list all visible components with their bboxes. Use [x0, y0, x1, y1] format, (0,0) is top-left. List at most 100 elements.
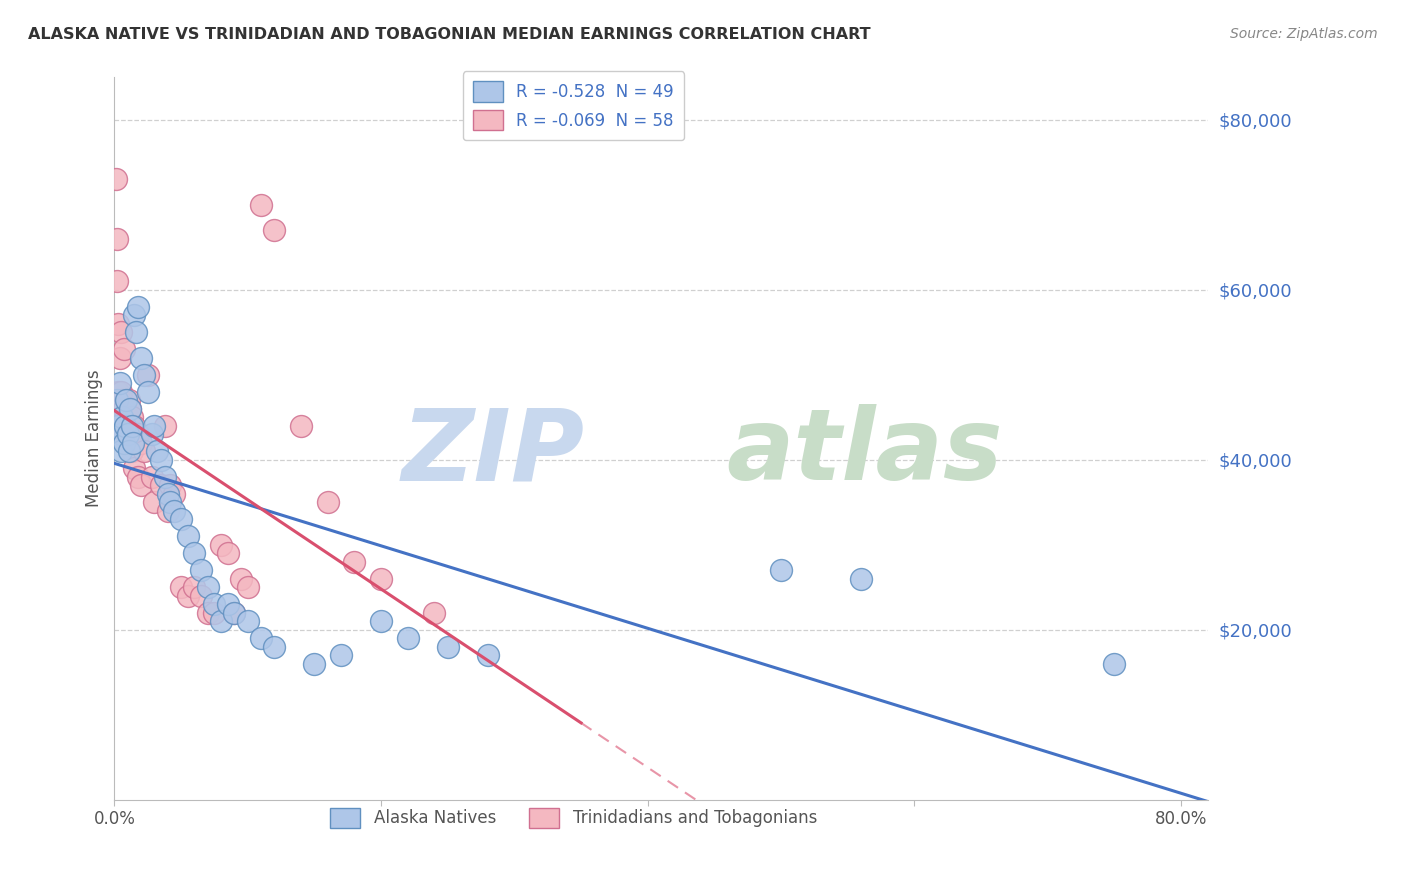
Point: [197, 606, 219, 620]
Point: [129, 478, 152, 492]
Point: [423, 606, 446, 620]
Point: [156, 504, 179, 518]
Point: [105, 393, 128, 408]
Point: [114, 418, 136, 433]
Point: [190, 589, 212, 603]
Point: [107, 418, 129, 433]
Point: [170, 512, 193, 526]
Point: [104, 172, 127, 186]
Point: [136, 368, 159, 382]
Point: [107, 317, 129, 331]
Point: [129, 435, 152, 450]
Point: [1104, 657, 1126, 671]
Point: [217, 597, 239, 611]
Point: [217, 546, 239, 560]
Point: [202, 597, 225, 611]
Point: [132, 368, 155, 382]
Point: [124, 418, 146, 433]
Point: [190, 563, 212, 577]
Point: [107, 384, 129, 399]
Point: [143, 495, 166, 509]
Point: [124, 308, 146, 322]
Point: [114, 410, 136, 425]
Point: [263, 223, 285, 237]
Point: [120, 401, 142, 416]
Point: [136, 384, 159, 399]
Point: [112, 343, 135, 357]
Point: [108, 351, 131, 365]
Point: [129, 351, 152, 365]
Y-axis label: Median Earnings: Median Earnings: [86, 369, 103, 508]
Point: [108, 376, 131, 391]
Point: [304, 657, 326, 671]
Point: [236, 580, 259, 594]
Point: [290, 418, 312, 433]
Point: [209, 614, 232, 628]
Legend: Alaska Natives, Trinidadians and Tobagonians: Alaska Natives, Trinidadians and Tobagon…: [323, 801, 824, 835]
Point: [115, 410, 138, 425]
Point: [316, 495, 339, 509]
Point: [117, 427, 139, 442]
Point: [330, 648, 353, 662]
Text: atlas: atlas: [727, 404, 1002, 501]
Point: [263, 640, 285, 654]
Point: [159, 495, 181, 509]
Text: ALASKA NATIVE VS TRINIDADIAN AND TOBAGONIAN MEDIAN EARNINGS CORRELATION CHART: ALASKA NATIVE VS TRINIDADIAN AND TOBAGON…: [28, 27, 870, 42]
Point: [127, 469, 149, 483]
Point: [849, 572, 872, 586]
Point: [125, 326, 148, 340]
Point: [121, 410, 143, 425]
Point: [141, 469, 163, 483]
Point: [343, 555, 366, 569]
Point: [114, 418, 136, 433]
Point: [117, 418, 139, 433]
Point: [111, 410, 134, 425]
Point: [250, 198, 273, 212]
Point: [111, 393, 134, 408]
Point: [110, 427, 132, 442]
Point: [224, 606, 246, 620]
Point: [170, 580, 193, 594]
Point: [110, 444, 132, 458]
Point: [108, 401, 131, 416]
Point: [224, 606, 246, 620]
Point: [105, 232, 128, 246]
Point: [209, 538, 232, 552]
Point: [121, 418, 143, 433]
Point: [110, 384, 132, 399]
Point: [118, 444, 141, 458]
Point: [370, 614, 392, 628]
Point: [202, 606, 225, 620]
Point: [396, 631, 419, 645]
Text: ZIP: ZIP: [402, 404, 585, 501]
Point: [118, 427, 141, 442]
Point: [236, 614, 259, 628]
Point: [153, 469, 176, 483]
Point: [112, 435, 135, 450]
Point: [141, 427, 163, 442]
Point: [156, 486, 179, 500]
Point: [112, 401, 135, 416]
Point: [183, 546, 205, 560]
Point: [229, 572, 252, 586]
Point: [150, 478, 173, 492]
Point: [120, 401, 142, 416]
Point: [105, 274, 128, 288]
Point: [436, 640, 458, 654]
Point: [177, 589, 200, 603]
Point: [163, 504, 186, 518]
Point: [121, 444, 143, 458]
Point: [146, 444, 169, 458]
Point: [177, 529, 200, 543]
Point: [477, 648, 499, 662]
Point: [127, 300, 149, 314]
Point: [163, 486, 186, 500]
Point: [110, 326, 132, 340]
Point: [132, 444, 155, 458]
Point: [118, 393, 141, 408]
Point: [127, 427, 149, 442]
Point: [143, 418, 166, 433]
Point: [197, 580, 219, 594]
Point: [117, 410, 139, 425]
Point: [183, 580, 205, 594]
